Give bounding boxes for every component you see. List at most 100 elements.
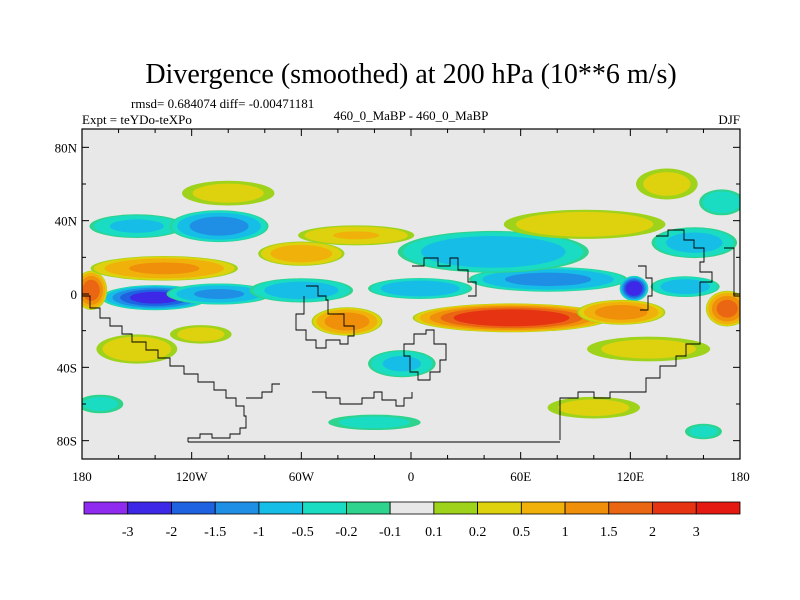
season-label: DJF (718, 112, 740, 127)
field-contour (109, 219, 164, 233)
field-feature (503, 209, 666, 239)
colorbar-label: -0.1 (379, 525, 401, 540)
colorbar-label: 1.5 (600, 525, 618, 540)
field-feature (636, 168, 698, 200)
colorbar-swatch (171, 501, 216, 515)
coastline-outlines (82, 229, 740, 443)
y-tick-label: 0 (71, 287, 78, 302)
colorbar-swatch (477, 501, 522, 515)
colorbar-label: -1.5 (204, 525, 226, 540)
colorbar-swatch (520, 501, 566, 515)
madagascar-outline (403, 329, 447, 381)
colorbar-label: -0.2 (335, 525, 357, 540)
field-contour (129, 262, 200, 275)
colorbar-label: 0.1 (425, 525, 443, 540)
field-contour (643, 172, 691, 196)
field-feature (249, 278, 354, 303)
field-contour (82, 279, 100, 301)
field-feature (547, 396, 640, 419)
field-contour (504, 272, 592, 287)
field-feature (368, 350, 436, 378)
field-contour (660, 279, 710, 295)
field-contour (324, 312, 370, 331)
field-contour (380, 280, 460, 297)
colorbar-label: 1 (562, 525, 569, 540)
colorbar-swatch (127, 501, 172, 515)
field-contour (689, 425, 718, 438)
field-feature (397, 230, 589, 273)
x-tick-label: 60W (289, 469, 315, 484)
field-feature (258, 241, 345, 266)
field-feature (650, 276, 720, 298)
colorbar-swatch (302, 501, 347, 515)
asia-coast-outline (412, 257, 477, 297)
field-contour (453, 309, 570, 327)
field-feature (412, 303, 611, 333)
african-coast-outline (295, 285, 355, 349)
colorbar-label: 2 (649, 525, 656, 540)
y-tick-label: 40S (57, 360, 77, 375)
field-feature (90, 256, 238, 281)
field-feature (182, 180, 275, 206)
colorbar-swatch (433, 501, 479, 515)
field-contour (338, 416, 410, 429)
field-feature (705, 290, 740, 327)
field-contour (264, 281, 339, 300)
x-tick-label: 120E (617, 469, 645, 484)
field-feature (587, 336, 711, 362)
colorbar-label: 0.5 (513, 525, 531, 540)
field-feature (577, 299, 666, 325)
field-contour (601, 339, 697, 359)
field-contour (594, 304, 648, 320)
field-feature (619, 275, 649, 302)
field-feature (82, 270, 108, 311)
colorbar-swatch (389, 501, 435, 515)
field-contour (625, 281, 643, 296)
field-feature (169, 210, 269, 243)
pacific-islands-outline (656, 229, 713, 283)
colorbar-swatch (564, 501, 610, 515)
y-tick-label: 80S (57, 434, 77, 449)
field-contour (382, 355, 422, 372)
field-feature (170, 325, 232, 344)
field-contour (193, 288, 245, 300)
field-feature (468, 266, 628, 292)
field-feature (368, 278, 473, 299)
field-feature (89, 214, 185, 239)
southern-shelf-outline (312, 391, 413, 407)
andes-step-outline (246, 383, 280, 399)
field-feature (96, 334, 178, 364)
x-tick-label: 180 (72, 469, 92, 484)
field-feature (311, 307, 383, 336)
field-feature (82, 394, 124, 414)
colorbar-label: 0.2 (469, 525, 487, 540)
colorbar-swatch (695, 501, 741, 515)
colorbar-swatch (608, 501, 653, 515)
x-tick-label: 60E (510, 469, 531, 484)
east-edge-outline (724, 247, 740, 297)
colorbar-swatch (652, 501, 697, 515)
x-tick-label: 120W (176, 469, 209, 484)
colorbar-label: -1 (253, 525, 265, 540)
chart-title: Divergence (smoothed) at 200 hPa (10**6 … (145, 59, 676, 90)
field-feature (328, 414, 421, 431)
y-tick-label: 40N (55, 214, 78, 229)
colorbar-swatch (83, 501, 129, 515)
x-tick-label: 0 (408, 469, 415, 484)
field-feature (298, 225, 415, 246)
field-contour (420, 236, 566, 268)
field-contour (177, 327, 225, 342)
field-contour (716, 299, 738, 318)
colorbar-label: -2 (166, 525, 178, 540)
field-contour (82, 396, 119, 412)
colorbar-swatch (345, 501, 391, 515)
field-contour (192, 183, 264, 203)
x-tick-label: 180 (730, 469, 750, 484)
stats-label: rmsd= 0.684074 diff= -0.00471181 (131, 96, 314, 111)
field-feature (166, 283, 272, 305)
colorbar-swatch (258, 501, 304, 515)
field-contour (270, 244, 333, 263)
field-feature (699, 189, 740, 216)
south-america-outline (82, 295, 247, 442)
